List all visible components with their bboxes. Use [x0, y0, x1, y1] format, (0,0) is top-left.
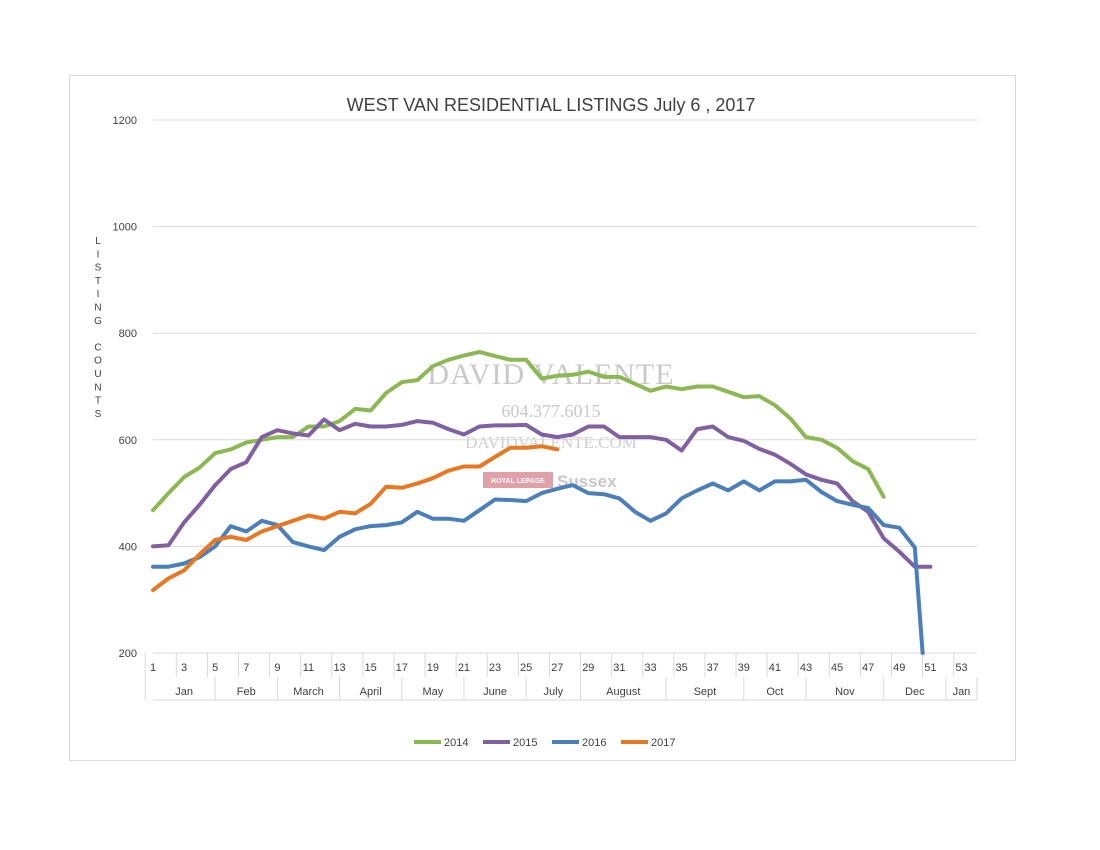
- x-tick-45: 45: [831, 662, 843, 674]
- month-label-sept: Sept: [694, 686, 717, 698]
- month-label-march: March: [293, 686, 324, 698]
- chart-frame: WEST VAN RESIDENTIAL LISTINGS July 6 , 2…: [69, 75, 1016, 761]
- x-tick-11: 11: [303, 662, 314, 674]
- y-tick-400: 400: [119, 541, 137, 553]
- y-label-letter: O: [94, 356, 102, 367]
- y-label-letter: S: [95, 409, 102, 420]
- month-label-july: July: [544, 686, 564, 698]
- x-tick-23: 23: [489, 662, 501, 674]
- x-tick-51: 51: [924, 662, 936, 674]
- y-label-letter: N: [94, 303, 101, 314]
- x-axis: 1 3 5 7 9 11 13 15 17 19 21 23 25 27 29 31 33 35 37 39 41 43 4…: [144, 652, 978, 701]
- month-label-may: May: [422, 686, 443, 698]
- chart-title: WEST VAN RESIDENTIAL LISTINGS July 6 , 2…: [347, 95, 756, 115]
- series-line-2017: [151, 444, 560, 593]
- x-tick-27: 27: [551, 662, 563, 674]
- x-tick-35: 35: [675, 662, 687, 674]
- month-label-oct: Oct: [766, 686, 783, 698]
- series-lines: [151, 349, 933, 655]
- y-label-letter: I: [97, 289, 100, 300]
- x-tick-13: 13: [333, 662, 345, 674]
- x-tick-5: 5: [212, 662, 218, 674]
- watermark-brand: ROYAL LEPAGE: [491, 478, 545, 485]
- y-label-letter: S: [95, 263, 102, 274]
- y-label-letter: T: [95, 276, 101, 287]
- y-label-letter: N: [94, 382, 101, 393]
- month-label-august: August: [606, 686, 640, 698]
- x-tick-39: 39: [738, 662, 750, 674]
- watermark: DAVID VALENTE 604.377.6015 DAVIDVALENTE.…: [427, 358, 674, 491]
- y-tick-600: 600: [119, 435, 137, 447]
- x-tick-9: 9: [274, 662, 280, 674]
- month-label-jan: Jan: [175, 686, 193, 698]
- y-label-letter: U: [94, 369, 101, 380]
- y-tick-1200: 1200: [113, 115, 137, 127]
- x-tick-37: 37: [707, 662, 719, 674]
- series-line-2015: [151, 417, 933, 569]
- y-label-letter: T: [95, 396, 101, 407]
- x-tick-17: 17: [396, 662, 408, 674]
- x-tick-3: 3: [181, 662, 187, 674]
- x-tick-33: 33: [644, 662, 656, 674]
- legend: 2014 2015 2016 2017: [414, 737, 675, 749]
- series-line-2014: [151, 349, 886, 513]
- month-label-nov: Nov: [835, 686, 855, 698]
- y-tick-800: 800: [119, 328, 137, 340]
- y-label-letter: G: [94, 316, 102, 327]
- legend-label-2015: 2015: [513, 737, 537, 749]
- x-tick-15: 15: [365, 662, 377, 674]
- x-tick-7: 7: [243, 662, 249, 674]
- watermark-phone: 604.377.6015: [502, 401, 601, 421]
- month-label-april: April: [360, 686, 382, 698]
- y-tick-1000: 1000: [113, 222, 137, 234]
- x-tick-29: 29: [582, 662, 594, 674]
- x-tick-19: 19: [427, 662, 439, 674]
- watermark-brand-box: [483, 472, 553, 488]
- y-label-letter: I: [97, 249, 100, 260]
- x-tick-43: 43: [800, 662, 812, 674]
- x-tick-53: 53: [955, 662, 967, 674]
- month-label-jan: Jan: [953, 686, 971, 698]
- month-label-feb: Feb: [237, 686, 256, 698]
- y-label-letter: L: [95, 236, 101, 247]
- month-label-dec: Dec: [905, 686, 925, 698]
- line-chart: WEST VAN RESIDENTIAL LISTINGS July 6 , 2…: [94, 95, 978, 749]
- y-tick-labels: 200 400 600 800 1000 1200: [113, 115, 137, 660]
- legend-label-2017: 2017: [651, 737, 675, 749]
- legend-label-2016: 2016: [582, 737, 606, 749]
- x-tick-49: 49: [893, 662, 905, 674]
- x-tick-41: 41: [769, 662, 781, 674]
- x-tick-47: 47: [862, 662, 874, 674]
- x-tick-25: 25: [520, 662, 532, 674]
- series-line-2016: [151, 477, 925, 655]
- watermark-name: DAVID VALENTE: [427, 358, 674, 391]
- x-tick-1: 1: [150, 662, 156, 674]
- x-tick-21: 21: [458, 662, 470, 674]
- y-label-letter: C: [94, 342, 101, 353]
- legend-label-2014: 2014: [444, 737, 468, 749]
- x-tick-31: 31: [613, 662, 625, 674]
- month-label-june: June: [483, 686, 507, 698]
- y-tick-200: 200: [119, 648, 137, 660]
